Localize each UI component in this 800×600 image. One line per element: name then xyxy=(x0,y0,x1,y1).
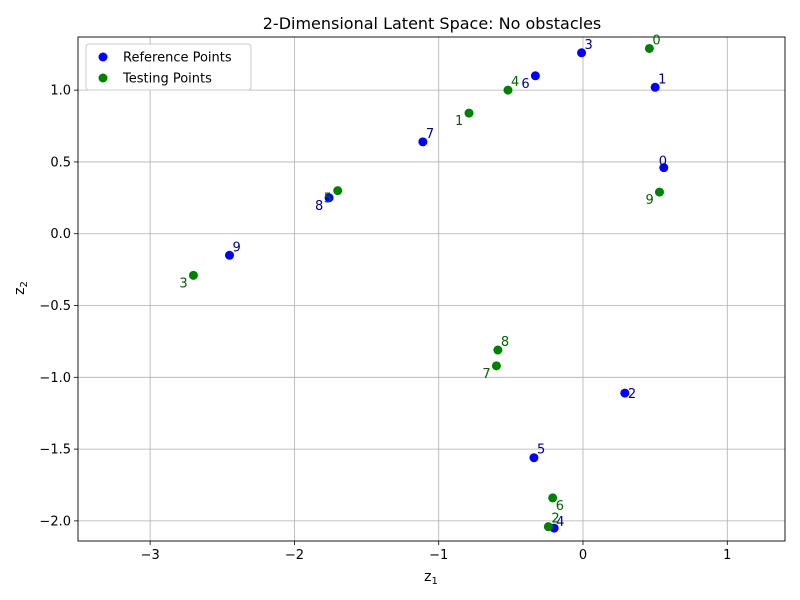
y-tick-label: 1.0 xyxy=(50,84,71,99)
x-tick-label: 1 xyxy=(723,548,731,563)
reference-point xyxy=(530,71,540,81)
legend-box xyxy=(85,43,252,91)
testing-point-label: 9 xyxy=(645,193,653,208)
reference-point-label: 3 xyxy=(585,38,593,53)
y-axis-title-subscript: 2 xyxy=(19,281,30,287)
legend-entry: Reference Points xyxy=(123,51,232,66)
testing-point-label: 6 xyxy=(556,499,564,514)
reference-point-label: 6 xyxy=(521,77,529,92)
y-axis-title-main: z xyxy=(12,288,28,295)
reference-point-label: 5 xyxy=(537,443,545,458)
x-tick-label: −1 xyxy=(429,548,448,563)
reference-point-label: 2 xyxy=(628,387,636,402)
reference-point-label: 7 xyxy=(426,127,434,142)
y-tick-label: −2.0 xyxy=(39,514,71,529)
testing-point xyxy=(644,43,654,53)
testing-point xyxy=(654,187,664,197)
y-tick-label: −1.5 xyxy=(39,443,71,458)
testing-point-label: 8 xyxy=(501,335,509,350)
testing-point-label: 0 xyxy=(652,33,660,48)
y-tick-label: −0.5 xyxy=(39,299,71,314)
y-tick-label: 0.0 xyxy=(50,227,71,242)
reference-point xyxy=(650,82,660,92)
y-tick-label: −1.0 xyxy=(39,371,71,386)
testing-point xyxy=(548,493,558,503)
testing-point-label: 3 xyxy=(179,276,187,291)
plot-points xyxy=(188,43,669,533)
testing-point xyxy=(543,522,553,532)
testing-point xyxy=(503,85,513,95)
reference-point-label: 1 xyxy=(658,72,666,87)
legend-marker xyxy=(98,73,108,83)
reference-point xyxy=(324,193,334,203)
x-tick-label: −2 xyxy=(285,548,304,563)
reference-point-label: 9 xyxy=(233,240,241,255)
reference-point-label: 8 xyxy=(315,199,323,214)
testing-point xyxy=(493,345,503,355)
x-tick-label: 0 xyxy=(579,548,587,563)
reference-point xyxy=(620,388,630,398)
testing-point xyxy=(333,186,343,196)
testing-point-label: 7 xyxy=(482,367,490,382)
x-axis-title-subscript: 1 xyxy=(431,576,437,587)
reference-point xyxy=(225,250,234,260)
y-axis-title: z2 xyxy=(12,281,30,295)
reference-point xyxy=(529,453,539,463)
x-axis-title-main: z xyxy=(424,569,431,585)
testing-point-label: 4 xyxy=(511,75,519,90)
x-tick-label: −3 xyxy=(141,548,160,563)
testing-point xyxy=(464,108,474,118)
testing-point-label: 1 xyxy=(455,114,463,129)
legend-entry: Testing Points xyxy=(122,72,212,87)
testing-point xyxy=(188,270,198,280)
legend: Reference Points Testing Points xyxy=(85,43,252,91)
x-axis-title: z1 xyxy=(424,569,438,587)
legend-marker xyxy=(98,52,108,62)
reference-point-label: 4 xyxy=(556,515,564,530)
testing-point-label: 5 xyxy=(324,192,332,207)
chart-title: 2-Dimensional Latent Space: No obstacles xyxy=(263,14,602,33)
y-tick-label: 0.5 xyxy=(50,155,71,170)
reference-point xyxy=(418,137,428,147)
axes: −3 −2 −1 0 1 −2.0 −1.5 −1.0 −0.5 0.0 0.5 1.0 xyxy=(39,36,786,563)
reference-point xyxy=(659,163,669,173)
reference-point xyxy=(577,48,587,58)
testing-point xyxy=(491,361,501,371)
testing-point-label: 2 xyxy=(551,512,559,527)
plot-frame xyxy=(77,36,786,542)
grid xyxy=(78,37,785,541)
point-labels: 0 1 2 3 4 5 6 7 8 9 0 1 2 3 4 5 6 7 8 9 xyxy=(179,33,667,530)
reference-point-label: 0 xyxy=(659,155,667,170)
